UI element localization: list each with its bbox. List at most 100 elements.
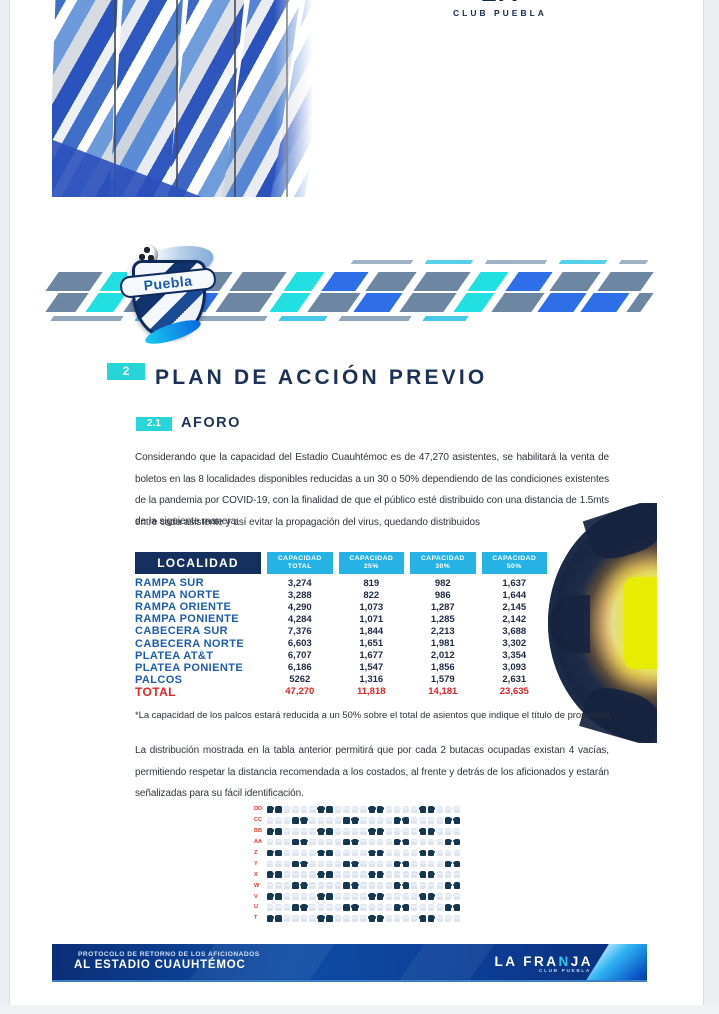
seat-row-label: U	[254, 904, 258, 911]
seat-occupied-icon	[267, 871, 274, 879]
row-value: 3,288	[287, 589, 312, 601]
seat-vacant-icon	[436, 827, 443, 835]
seat-vacant-icon	[411, 882, 418, 889]
seat-occupied-icon	[275, 871, 282, 879]
seat-occupied-icon	[419, 806, 426, 813]
row-value: 1,287	[430, 601, 455, 613]
seat-vacant-icon	[343, 806, 350, 813]
seat-occupied-icon	[402, 860, 409, 868]
row-value: 2,631	[502, 674, 527, 686]
seat-vacant-icon	[419, 817, 426, 824]
seat-vacant-icon	[292, 871, 299, 879]
seat-vacant-icon	[334, 871, 342, 879]
row-value: 1,981	[430, 638, 455, 650]
puebla-crest: Puebla	[118, 239, 222, 349]
seat-vacant-icon	[334, 849, 342, 857]
seat-vacant-icon	[283, 817, 291, 824]
seat-vacant-icon	[326, 860, 333, 868]
brand-wordmark: LA FRANJA	[425, 0, 575, 6]
seat-vacant-icon	[360, 827, 367, 835]
seat-vacant-icon	[267, 882, 274, 889]
club-banner: Puebla	[45, 239, 654, 349]
column-header-capacity-25%: CAPACIDAD 25%	[338, 552, 405, 574]
seat-occupied-icon	[317, 849, 325, 857]
seat-occupied-icon	[326, 915, 333, 922]
seat-vacant-icon	[360, 882, 367, 889]
seat-vacant-icon	[402, 915, 409, 922]
row-value: 822	[363, 589, 380, 601]
seat-vacant-icon	[292, 915, 299, 922]
seat-vacant-icon	[360, 904, 367, 911]
seat-occupied-icon	[317, 806, 325, 813]
facade-pole	[114, 0, 116, 197]
crest-club-name: Puebla	[142, 272, 194, 294]
seat-vacant-icon	[428, 904, 435, 911]
capacity-table-body: RAMPA SUR 3,274 819 982 1,637 RAMPA NORTE 3,28…	[135, 577, 547, 699]
seat-vacant-icon	[283, 893, 291, 900]
seat-vacant-icon	[351, 871, 359, 879]
seat-vacant-icon	[343, 915, 350, 922]
seat-occupied-icon	[351, 860, 359, 868]
seat-vacant-icon	[275, 904, 282, 911]
seat-occupied-icon	[326, 849, 333, 857]
seat-vacant-icon	[402, 827, 409, 835]
seat-vacant-icon	[419, 860, 426, 868]
row-label: CABECERA SUR	[135, 625, 229, 638]
seat-occupied-icon	[377, 806, 384, 813]
table-row: CABECERA SUR 7,376 1,844 2,213 3,688	[135, 625, 547, 637]
row-label: RAMPA PONIENTE	[135, 613, 239, 626]
seat-vacant-icon	[283, 904, 291, 911]
seat-vacant-icon	[267, 904, 274, 911]
column-header-capacity-30%: CAPACIDAD 30%	[410, 552, 476, 574]
seat-occupied-icon	[300, 882, 308, 889]
seat-vacant-icon	[309, 827, 316, 835]
row-value: 1,637	[502, 577, 527, 589]
seat-vacant-icon	[385, 849, 392, 857]
row-value: 7,376	[287, 625, 312, 637]
seat-vacant-icon	[377, 838, 384, 846]
row-value: 3,302	[502, 638, 527, 650]
seat-vacant-icon	[436, 904, 443, 911]
intro-paragraph: Considerando que la capacidad del Estadi…	[135, 452, 609, 528]
row-value: 47,270	[285, 686, 315, 698]
seat-vacant-icon	[309, 904, 316, 911]
seat-vacant-icon	[411, 893, 418, 900]
seat-vacant-icon	[300, 806, 308, 813]
seat-occupied-icon	[368, 849, 375, 857]
seat-occupied-icon	[419, 849, 426, 857]
row-label: PLATEA AT&T	[135, 649, 214, 662]
seat-occupied-icon	[428, 827, 435, 835]
seat-occupied-icon	[351, 838, 359, 846]
seat-occupied-icon	[326, 806, 333, 813]
seat-vacant-icon	[436, 893, 443, 900]
row-value: 3,688	[502, 625, 527, 637]
stadium-oval	[548, 503, 657, 743]
seat-vacant-icon	[334, 817, 342, 824]
seat-vacant-icon	[360, 915, 367, 922]
seat-vacant-icon	[300, 915, 308, 922]
seat-row-Z: Z	[254, 848, 462, 859]
seat-vacant-icon	[436, 871, 443, 879]
seat-vacant-icon	[385, 893, 392, 900]
seat-occupied-icon	[453, 817, 460, 824]
seat-occupied-icon	[267, 806, 274, 813]
seat-vacant-icon	[411, 806, 418, 813]
row-value: 5262	[289, 674, 311, 686]
seat-vacant-icon	[394, 915, 401, 922]
seat-occupied-icon	[445, 904, 452, 911]
seat-vacant-icon	[385, 860, 392, 868]
facade-pole	[176, 0, 178, 197]
seat-vacant-icon	[453, 871, 460, 879]
column-header-localidad: LOCALIDAD	[135, 552, 262, 574]
section-number-badge: 2	[107, 363, 145, 380]
seat-occupied-icon	[368, 806, 375, 813]
seat-vacant-icon	[275, 860, 282, 868]
seat-occupied-icon	[402, 817, 409, 824]
row-value: 819	[363, 577, 380, 589]
seat-occupied-icon	[275, 806, 282, 813]
seat-vacant-icon	[394, 827, 401, 835]
footer-brand-subtitle: CLUB PUEBLA	[539, 969, 591, 974]
seat-vacant-icon	[317, 882, 325, 889]
seat-occupied-icon	[368, 915, 375, 922]
facade-fade	[274, 0, 320, 197]
